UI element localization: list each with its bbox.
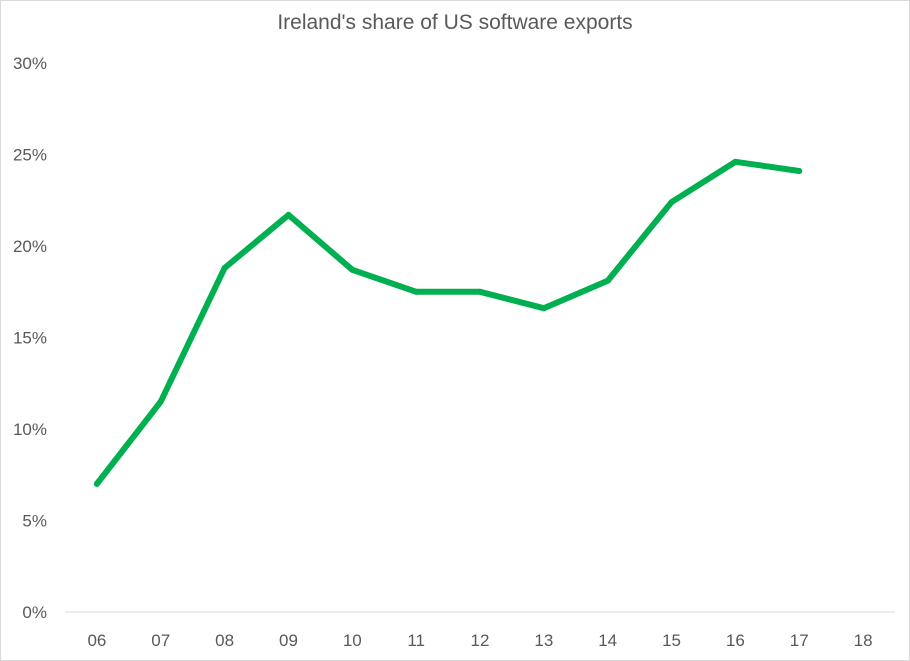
data-point [796,167,803,174]
x-tick-label: 13 [534,631,553,650]
data-point [540,305,547,312]
y-tick-label: 15% [13,329,47,348]
y-tick-label: 20% [13,237,47,256]
x-tick-label: 18 [854,631,873,650]
data-point [413,288,420,295]
chart-title: Ireland's share of US software exports [277,11,633,34]
x-tick-label: 11 [407,631,425,650]
x-tick-label: 16 [726,631,745,650]
data-point [668,199,675,206]
y-tick-label: 25% [13,146,47,165]
data-point [477,288,483,295]
x-tick-label: 10 [343,631,362,650]
data-point [93,480,100,487]
y-axis-ticks: 0% 5% 10% 15% 20% 25% 30% [13,54,47,622]
x-tick-label: 08 [215,631,234,650]
y-tick-label: 0% [22,603,47,622]
x-axis-ticks: 06 07 08 09 10 11 12 13 14 15 16 17 18 [87,631,872,650]
data-point [157,398,164,405]
x-tick-label: 12 [471,631,490,650]
data-point [285,211,292,218]
x-tick-label: 15 [662,631,681,650]
x-tick-label: 09 [279,631,298,650]
data-point [349,266,356,273]
x-tick-label: 14 [598,631,617,650]
data-point [732,158,739,165]
data-point [221,264,228,271]
x-tick-label: 17 [790,631,809,650]
series-line [93,158,803,487]
series-points [93,158,803,487]
data-point [604,277,611,284]
x-tick-label: 06 [87,631,106,650]
x-tick-label: 07 [151,631,170,650]
y-tick-label: 5% [22,512,47,531]
y-tick-label: 10% [13,420,47,439]
y-tick-label: 30% [13,54,47,73]
